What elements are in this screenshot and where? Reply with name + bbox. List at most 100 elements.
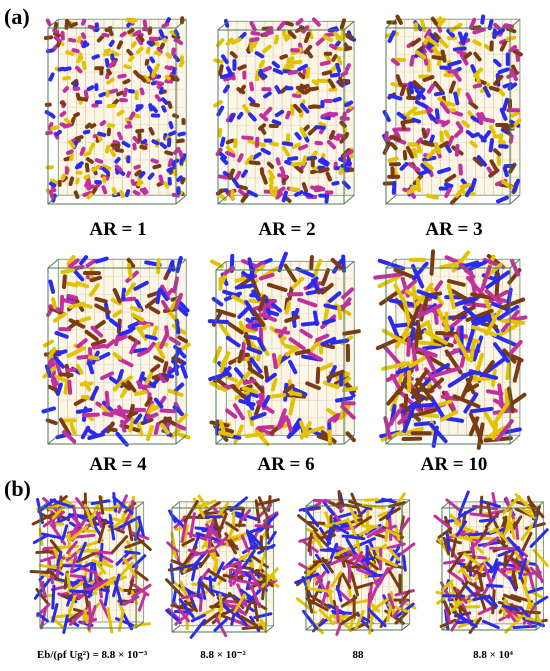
box-edge xyxy=(441,623,450,631)
box-edge xyxy=(265,625,274,633)
particle xyxy=(167,388,184,397)
particle xyxy=(342,329,361,336)
particle xyxy=(140,138,148,145)
particle xyxy=(53,355,66,369)
particle xyxy=(86,427,98,437)
particle xyxy=(60,268,76,275)
particle xyxy=(258,272,275,281)
particle xyxy=(326,542,339,568)
particle xyxy=(247,366,265,380)
particle xyxy=(453,334,471,362)
particle xyxy=(422,348,437,373)
particle xyxy=(468,581,484,592)
particle xyxy=(318,608,335,626)
particle xyxy=(94,296,108,304)
particle xyxy=(424,128,431,138)
particle xyxy=(148,103,154,112)
particle xyxy=(492,400,511,426)
particle xyxy=(447,569,464,583)
particle xyxy=(98,495,105,515)
particle xyxy=(485,263,503,278)
box-edge xyxy=(47,258,59,269)
particle xyxy=(195,531,222,542)
particle xyxy=(300,103,310,114)
particle xyxy=(65,50,75,57)
particle xyxy=(112,287,122,304)
particle xyxy=(312,498,331,503)
particle xyxy=(272,186,278,198)
particle xyxy=(121,287,127,302)
particle xyxy=(425,148,438,160)
particle xyxy=(388,547,400,562)
particle xyxy=(339,18,347,30)
particle xyxy=(298,505,319,512)
particle xyxy=(329,43,338,50)
particle xyxy=(269,183,275,196)
particle xyxy=(93,507,118,512)
particle xyxy=(438,140,449,149)
particle xyxy=(151,68,157,78)
particle xyxy=(62,614,69,634)
particle xyxy=(506,536,524,557)
particle xyxy=(135,570,149,582)
particle xyxy=(217,127,223,138)
particle xyxy=(244,154,254,165)
particle xyxy=(304,48,314,59)
particle xyxy=(341,287,354,300)
particle xyxy=(178,600,194,609)
particle xyxy=(318,336,324,355)
particle xyxy=(65,149,74,156)
particle xyxy=(455,121,464,131)
particle xyxy=(258,312,277,322)
particle xyxy=(472,352,485,382)
particle xyxy=(132,142,137,151)
particle xyxy=(422,155,437,162)
particle xyxy=(438,38,449,49)
particle xyxy=(135,326,148,341)
particle xyxy=(76,35,82,44)
particle xyxy=(439,130,445,143)
particle xyxy=(137,349,150,357)
particle xyxy=(258,68,265,78)
particle xyxy=(230,384,246,399)
particle xyxy=(509,340,523,355)
particle xyxy=(175,304,189,317)
particle xyxy=(69,116,76,127)
particle xyxy=(400,279,418,295)
particle xyxy=(216,502,230,518)
particle xyxy=(69,422,77,436)
particle xyxy=(178,59,185,68)
particle xyxy=(113,580,124,606)
particle xyxy=(62,86,70,93)
particle xyxy=(122,87,129,98)
particle xyxy=(174,318,181,335)
particle xyxy=(456,49,468,57)
particle xyxy=(521,507,537,520)
particle xyxy=(178,301,190,313)
particle xyxy=(250,276,261,298)
particle xyxy=(271,119,282,126)
particle xyxy=(116,369,124,385)
particle xyxy=(350,492,363,518)
particle xyxy=(321,70,332,76)
box-edge xyxy=(305,499,314,507)
particle xyxy=(61,274,67,290)
particle xyxy=(279,166,286,175)
particle xyxy=(103,48,112,54)
particle xyxy=(82,191,92,198)
particle xyxy=(480,130,492,143)
particle xyxy=(433,80,444,93)
particle xyxy=(315,37,325,46)
box-edge xyxy=(39,621,48,629)
particle xyxy=(446,28,455,38)
particle xyxy=(518,557,528,580)
particle xyxy=(416,289,438,300)
particle xyxy=(124,282,137,296)
particle xyxy=(84,178,91,188)
particle xyxy=(465,308,494,322)
particle xyxy=(444,143,452,154)
particle xyxy=(227,322,244,335)
particle xyxy=(110,50,120,57)
box-edge xyxy=(343,194,355,205)
particle xyxy=(181,537,196,547)
